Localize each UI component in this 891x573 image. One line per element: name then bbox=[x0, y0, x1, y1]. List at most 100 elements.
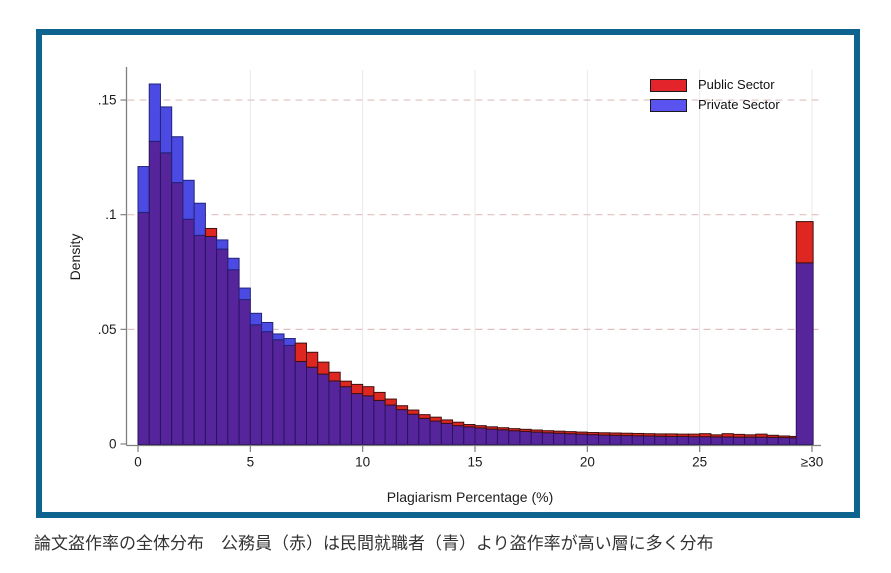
histogram-bar-public bbox=[306, 351, 319, 368]
histogram-bar-public bbox=[665, 433, 678, 437]
histogram-bar-private bbox=[272, 333, 285, 341]
histogram-bar-overlap bbox=[575, 433, 588, 446]
histogram-bar-private bbox=[261, 321, 274, 333]
legend-swatch-public bbox=[650, 78, 687, 92]
histogram-bar-public bbox=[508, 428, 521, 432]
histogram-bar-overlap bbox=[350, 393, 364, 445]
histogram-bar-overlap bbox=[407, 413, 420, 446]
histogram-bar-overlap bbox=[373, 399, 386, 446]
histogram-bar-public bbox=[373, 391, 386, 401]
histogram-bar-overlap bbox=[564, 433, 577, 445]
histogram-bar-public bbox=[654, 433, 667, 437]
histogram-bar-public bbox=[463, 424, 476, 428]
histogram-bar-public bbox=[710, 434, 723, 438]
histogram-bar-overlap bbox=[452, 425, 465, 446]
y-axis-tick-label: .15 bbox=[98, 93, 117, 108]
histogram-bar-public bbox=[328, 371, 341, 382]
histogram-bar-overlap bbox=[744, 436, 757, 446]
histogram-bar-private bbox=[159, 106, 173, 154]
histogram-bar-private bbox=[171, 136, 184, 184]
histogram-bar-public bbox=[395, 405, 409, 411]
histogram-bar-overlap bbox=[598, 434, 611, 446]
histogram-bar-public bbox=[553, 430, 566, 434]
histogram-bar-public bbox=[362, 386, 375, 397]
histogram-bar-overlap bbox=[148, 140, 161, 445]
histogram-bar-overlap bbox=[440, 422, 454, 446]
histogram-bar-overlap bbox=[159, 152, 173, 445]
histogram-bar-public bbox=[732, 433, 746, 438]
histogram-bar-overlap bbox=[171, 182, 184, 446]
y-axis-tick-label: .1 bbox=[105, 207, 116, 222]
histogram-bar-overlap bbox=[249, 324, 263, 446]
histogram-bar-overlap bbox=[496, 429, 510, 445]
histogram-bar-overlap bbox=[463, 426, 476, 445]
x-axis-tick-label: ≥30 bbox=[801, 455, 823, 470]
y-axis-tick-label: 0 bbox=[109, 437, 117, 452]
legend-swatch-private bbox=[650, 98, 687, 112]
histogram-bar-overlap bbox=[474, 427, 487, 446]
histogram-bar-overlap bbox=[654, 435, 667, 445]
histogram-bar-public bbox=[699, 433, 712, 438]
histogram-bar-public bbox=[519, 428, 532, 432]
x-axis-tick-label: 10 bbox=[355, 455, 370, 470]
x-axis-tick-label: 5 bbox=[247, 455, 255, 470]
histogram-bar-public bbox=[586, 432, 600, 436]
histogram-bar-overlap bbox=[485, 428, 498, 445]
histogram-bar-public bbox=[564, 431, 577, 435]
legend-label-public: Public Sector bbox=[698, 77, 775, 92]
y-axis-tick-label: .05 bbox=[98, 322, 117, 337]
histogram-bar-overlap bbox=[665, 435, 678, 446]
legend-label-private: Private Sector bbox=[698, 97, 780, 112]
histogram-bar-overlap bbox=[294, 360, 307, 445]
y-axis-title: Density bbox=[67, 233, 83, 281]
x-axis-tick-label: 25 bbox=[692, 455, 707, 470]
histogram-bar-overlap bbox=[721, 436, 734, 445]
histogram-bar-overlap bbox=[699, 436, 712, 446]
histogram-bar-overlap bbox=[362, 395, 375, 445]
histogram-bar-public bbox=[429, 416, 442, 422]
histogram-bar-overlap bbox=[519, 430, 532, 445]
histogram-bar-public bbox=[530, 429, 543, 433]
histogram-bar-overlap bbox=[238, 299, 251, 445]
legend-item-public-sector: Public Sector bbox=[650, 78, 780, 92]
histogram-bar-overlap bbox=[755, 436, 768, 446]
x-axis-title: Plagiarism Percentage (%) bbox=[386, 489, 554, 505]
histogram-bar-public bbox=[440, 419, 454, 424]
chart-legend: Public Sector Private Sector bbox=[650, 78, 780, 112]
histogram-bar-overlap bbox=[204, 235, 218, 445]
histogram-bar-overlap bbox=[283, 344, 296, 445]
histogram-bar-overlap bbox=[182, 218, 195, 445]
x-axis-tick-label: 0 bbox=[134, 455, 142, 470]
histogram-bar-overlap bbox=[193, 234, 206, 445]
histogram-bar-overlap bbox=[687, 436, 701, 446]
histogram-bar-private bbox=[193, 202, 206, 236]
histogram-bar-public bbox=[620, 432, 633, 437]
histogram-bar-private bbox=[227, 257, 240, 271]
histogram-bar-overlap bbox=[643, 435, 656, 445]
histogram-bar-public bbox=[407, 409, 420, 415]
histogram-bar-public bbox=[777, 435, 791, 439]
histogram-bar-overlap bbox=[609, 434, 622, 445]
histogram-bar-overlap bbox=[586, 434, 600, 445]
histogram-bar-overlap bbox=[395, 409, 409, 446]
histogram-bar-public bbox=[721, 433, 734, 438]
histogram-bar-public bbox=[766, 434, 779, 438]
histogram-bar-public bbox=[474, 425, 487, 429]
histogram-bar-public bbox=[598, 432, 611, 436]
histogram-bar-private bbox=[216, 239, 229, 250]
histogram-bar-overlap bbox=[328, 380, 341, 446]
histogram-bar-overlap bbox=[530, 431, 543, 445]
histogram-bar-overlap bbox=[553, 432, 566, 445]
histogram-bar-public bbox=[755, 433, 768, 438]
histogram-bar-overlap bbox=[137, 211, 150, 445]
histogram-bar-public bbox=[676, 433, 689, 437]
histogram-bar-public bbox=[541, 430, 555, 434]
histogram-bar-overlap bbox=[317, 373, 330, 446]
histogram-bar-public bbox=[485, 426, 498, 430]
histogram-bar-public bbox=[744, 434, 757, 438]
histogram-bar-public bbox=[294, 342, 307, 362]
histogram-bar-overlap bbox=[676, 435, 689, 446]
x-axis-tick-label: 20 bbox=[580, 455, 595, 470]
histogram-bar-overlap bbox=[508, 430, 521, 445]
histogram-bar-public bbox=[317, 361, 330, 375]
